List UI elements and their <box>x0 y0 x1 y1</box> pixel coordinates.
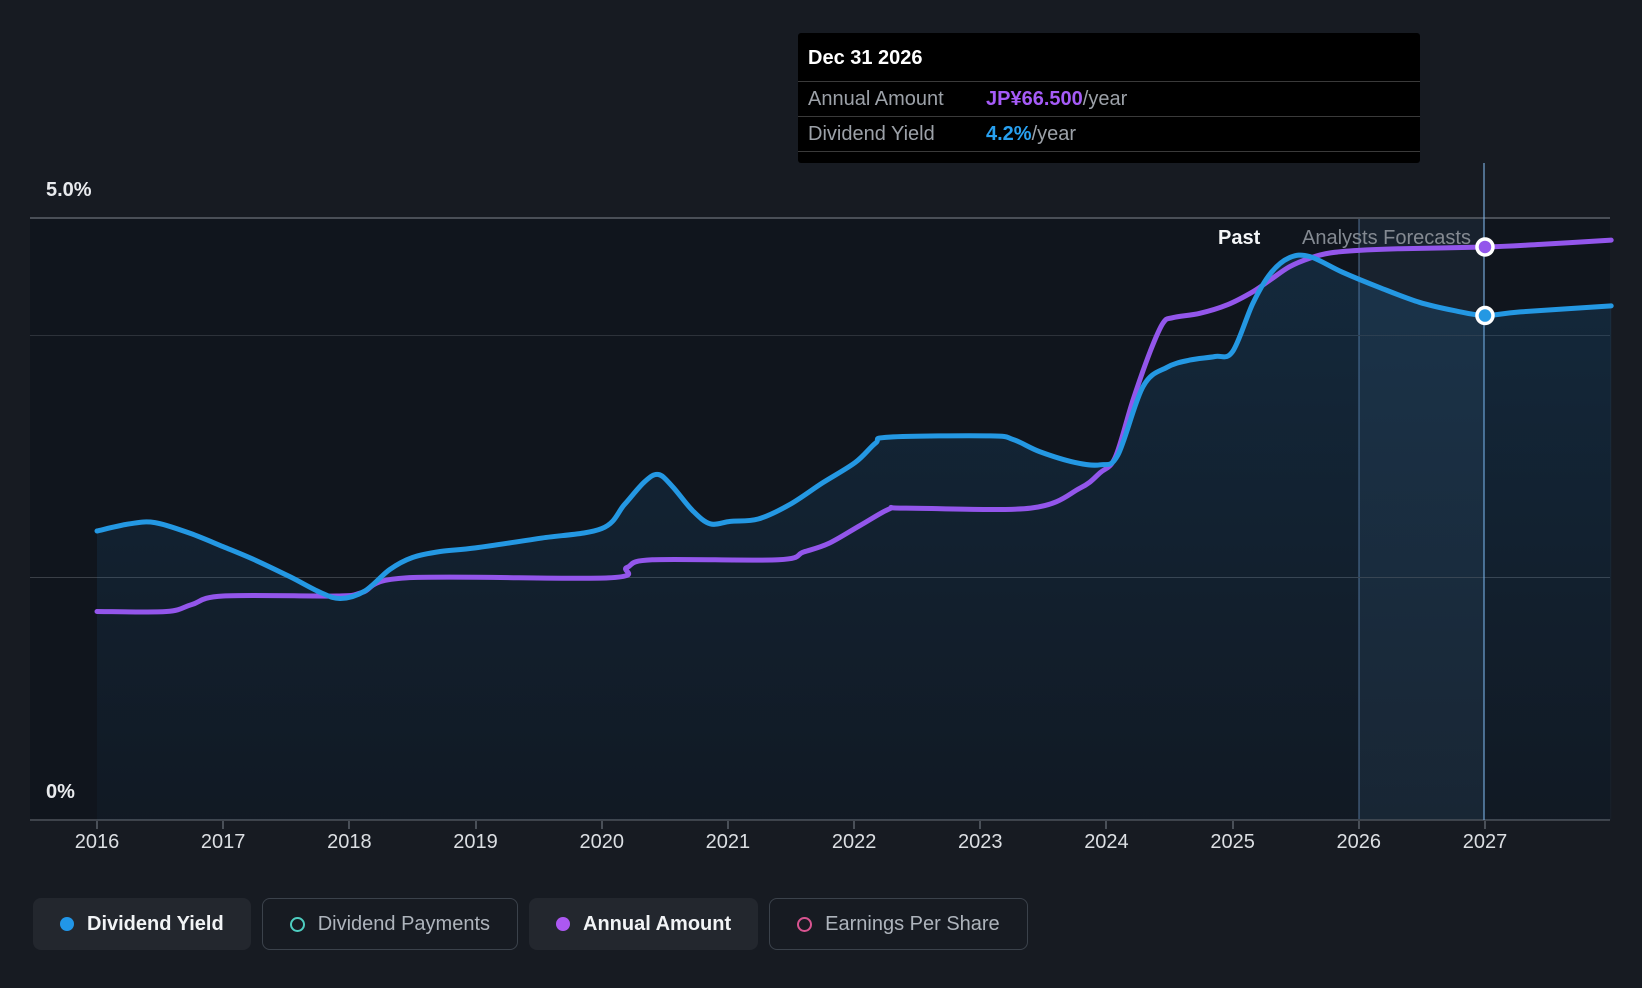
legend-label: Dividend Yield <box>87 912 224 935</box>
legend-label: Dividend Payments <box>317 912 491 935</box>
x-axis-year-label: 2020 <box>579 831 624 853</box>
dividend-payments-ring-icon <box>289 916 305 932</box>
past-region-label: Past <box>1218 227 1261 249</box>
x-axis-tick <box>1105 821 1108 829</box>
tooltip-date: Dec 31 2026 <box>798 33 1420 82</box>
dividend-yield-dot-icon <box>60 917 74 931</box>
tooltip-label: Annual Amount <box>808 88 944 110</box>
tooltip-value-dividend-yield: 4.2% <box>986 123 1032 145</box>
legend: Dividend Yield Dividend Payments Annual … <box>33 898 1028 950</box>
tooltip-suffix: /year <box>1082 88 1128 110</box>
x-axis-year-label: 2027 <box>1462 831 1508 853</box>
x-axis-tick <box>1483 821 1486 829</box>
forecast-highlight-band <box>1359 218 1484 820</box>
legend-toggle-dividend-payments[interactable]: Dividend Payments <box>261 898 519 950</box>
legend-label: Earnings Per Share <box>825 912 1000 935</box>
x-axis-line <box>30 819 1610 821</box>
x-axis-tick <box>853 821 856 829</box>
legend-toggle-dividend-yield[interactable]: Dividend Yield <box>33 898 251 950</box>
hover-crosshair-line <box>1483 163 1485 820</box>
earnings-per-share-ring-icon <box>797 916 813 932</box>
x-axis-tick <box>1357 821 1360 829</box>
tooltip-value-annual-amount: JP¥66.500 <box>986 88 1083 110</box>
x-axis-tick <box>348 821 351 829</box>
x-axis-year-label: 2016 <box>74 831 120 853</box>
x-axis-year-label: 2018 <box>327 831 372 853</box>
x-axis-year-label: 2024 <box>1084 831 1129 853</box>
x-axis-year-label: 2017 <box>200 831 246 853</box>
annual-amount-dot-icon <box>556 917 571 931</box>
tooltip-row-annual-amount: Annual Amount JP¥66.500/year <box>798 82 1420 117</box>
x-axis-tick <box>474 821 477 829</box>
tooltip-suffix: /year <box>1031 123 1077 145</box>
x-axis-year-label: 2026 <box>1336 831 1382 853</box>
legend-toggle-annual-amount[interactable]: Annual Amount <box>529 898 759 950</box>
x-axis-year-label: 2021 <box>705 831 751 853</box>
legend-toggle-earnings-per-share[interactable]: Earnings Per Share <box>769 898 1028 950</box>
x-axis-tick <box>600 821 603 829</box>
x-axis-tick <box>726 821 729 829</box>
x-axis-tick <box>979 821 982 829</box>
forecast-region-label: Analysts Forecasts <box>1302 227 1471 249</box>
x-axis-year-label: 2025 <box>1210 831 1255 853</box>
gridline-2pct <box>30 577 1610 578</box>
x-axis-year-label: 2022 <box>831 831 877 853</box>
x-axis-tick <box>96 821 98 829</box>
x-axis-tick <box>1231 821 1234 829</box>
tooltip-row-dividend-yield: Dividend Yield 4.2%/year <box>798 117 1420 152</box>
tooltip-label: Dividend Yield <box>808 123 935 145</box>
gridline-4pct <box>30 335 1610 336</box>
x-axis-tick <box>222 821 225 829</box>
legend-label: Annual Amount <box>583 912 732 935</box>
x-axis-year-label: 2019 <box>453 831 498 853</box>
y-axis-label-top: 5.0% <box>46 179 92 201</box>
past-forecast-divider <box>1358 218 1360 820</box>
x-axis-year-label: 2023 <box>958 831 1003 853</box>
gridline-5pct <box>30 217 1610 219</box>
hover-tooltip: Dec 31 2026 Annual Amount JP¥66.500/year… <box>798 33 1420 163</box>
y-axis-label-bottom: 0% <box>46 781 75 803</box>
